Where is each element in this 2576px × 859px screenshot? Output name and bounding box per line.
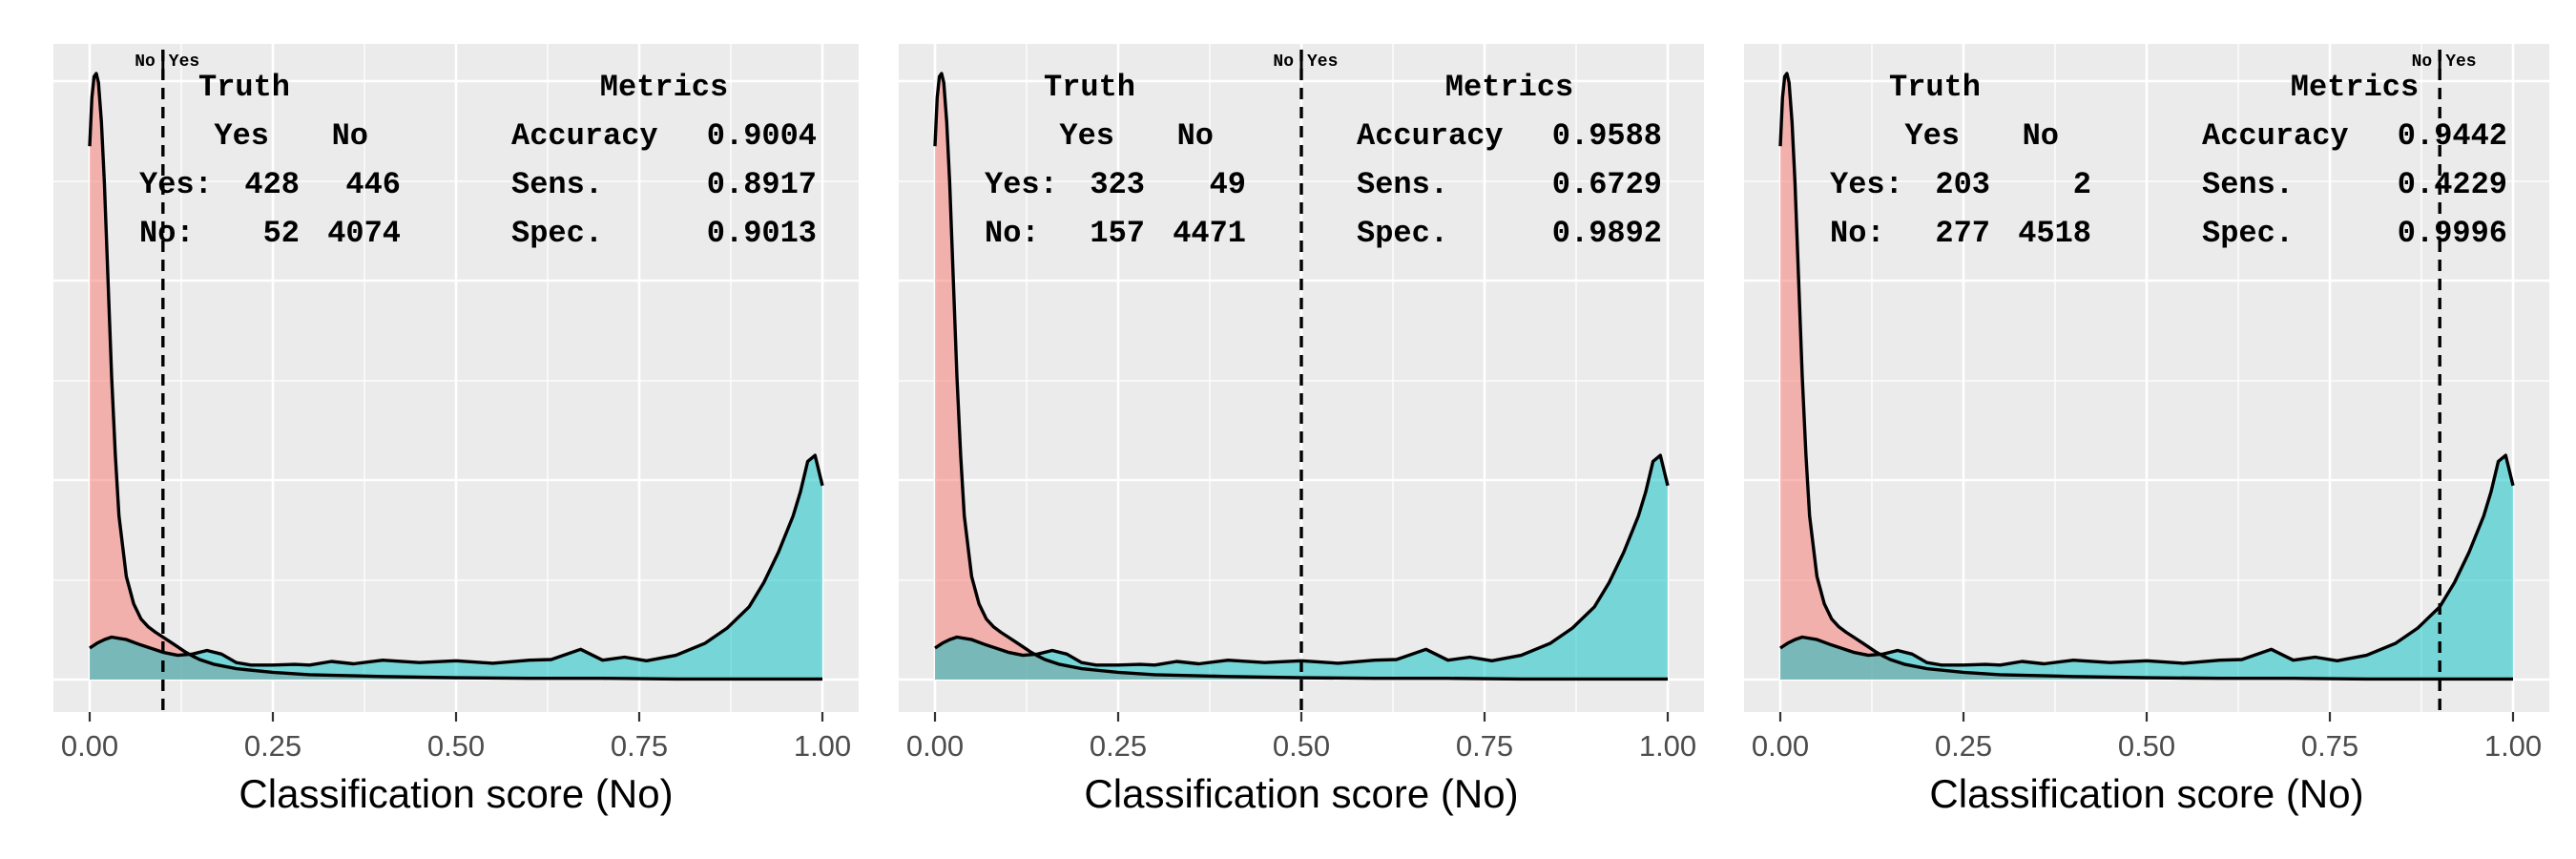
x-tick-label: 0.25 — [1090, 729, 1147, 763]
x-tick-label: 1.00 — [1639, 729, 1696, 763]
confusion-col-yes: Yes — [1059, 118, 1114, 154]
confusion-col-yes: Yes — [214, 118, 269, 154]
confusion-row-label: Yes: — [985, 167, 1058, 202]
panel-2: No Yes Truth Yes No Yes: 323 49 No: 157 4471 Metric… — [899, 44, 1704, 816]
metric-label: Spec. — [1357, 216, 1448, 251]
x-tick-label: 0.75 — [611, 729, 668, 763]
confusion-cell: 157 — [1090, 216, 1145, 251]
confusion-cell: 323 — [1090, 167, 1145, 202]
density-line-yes — [88, 72, 822, 681]
metrics-title: Metrics — [2291, 70, 2419, 105]
x-tick-label: 0.25 — [1935, 729, 1992, 763]
x-axis-title: Classification score (No) — [1929, 771, 2363, 816]
metric-label: Sens. — [2202, 167, 2294, 202]
confusion-row-label: No: — [1830, 216, 1885, 251]
metric-label: Sens. — [1357, 167, 1448, 202]
density-area-no — [1780, 455, 2513, 680]
metric-value: 0.9442 — [2398, 118, 2507, 154]
x-tick-label: 0.50 — [1273, 729, 1330, 763]
x-tick-label: 0.50 — [427, 729, 485, 763]
metric-value: 0.9588 — [1552, 118, 1662, 154]
metric-label: Accuracy — [511, 118, 658, 154]
metrics-title: Metrics — [600, 70, 728, 105]
confusion-cell: 428 — [244, 167, 300, 202]
confusion-row-label: Yes: — [139, 167, 213, 202]
confusion-cell: 2 — [2073, 167, 2091, 202]
x-tick-label: 0.50 — [2118, 729, 2175, 763]
x-axis-title: Classification score (No) — [1084, 771, 1518, 816]
metric-value: 0.9004 — [707, 118, 817, 154]
confusion-col-no: No — [1177, 118, 1214, 154]
metric-label: Accuracy — [1357, 118, 1504, 154]
density-line-no — [1779, 453, 2515, 667]
confusion-col-no: No — [332, 118, 368, 154]
threshold-label-yes: Yes — [2445, 52, 2476, 72]
metric-value: 0.9013 — [707, 216, 817, 251]
confusion-cell: 49 — [1210, 167, 1246, 202]
confusion-cell: 52 — [263, 216, 300, 251]
threshold-label-yes: Yes — [169, 52, 199, 72]
density-area-no — [935, 455, 1668, 680]
density-line-no — [934, 453, 1670, 667]
confusion-row-label: No: — [985, 216, 1040, 251]
confusion-cell: 4074 — [327, 216, 401, 251]
metric-value: 0.9892 — [1552, 216, 1662, 251]
threshold-label-no: No — [135, 52, 156, 72]
x-tick-label: 0.00 — [1752, 729, 1809, 763]
confusion-row-label: No: — [139, 216, 195, 251]
threshold-label-no: No — [2412, 52, 2433, 72]
x-tick-label: 1.00 — [794, 729, 851, 763]
metric-value: 0.6729 — [1552, 167, 1662, 202]
threshold-label-no: No — [1273, 52, 1294, 72]
metric-label: Sens. — [511, 167, 603, 202]
x-tick-label: 0.00 — [906, 729, 964, 763]
density-line-no — [89, 453, 824, 667]
x-tick-label: 0.00 — [61, 729, 118, 763]
confusion-cell: 4471 — [1173, 216, 1246, 251]
x-tick-label: 0.25 — [244, 729, 301, 763]
metrics-title: Metrics — [1445, 70, 1573, 105]
confusion-title: Truth — [1889, 70, 1981, 105]
confusion-cell: 277 — [1935, 216, 1990, 251]
confusion-col-no: No — [2023, 118, 2059, 154]
confusion-cell: 4518 — [2018, 216, 2091, 251]
density-line-yes — [1778, 72, 2513, 681]
metric-value: 0.4229 — [2398, 167, 2507, 202]
x-tick-label: 0.75 — [2301, 729, 2358, 763]
confusion-cell: 203 — [1935, 167, 1990, 202]
confusion-title: Truth — [1044, 70, 1135, 105]
metric-label: Spec. — [511, 216, 603, 251]
confusion-cell: 446 — [345, 167, 401, 202]
confusion-title: Truth — [198, 70, 290, 105]
panel-3: No Yes Truth Yes No Yes: 203 2 No: 277 4518 Metrics… — [1744, 44, 2549, 816]
x-tick-label: 0.75 — [1456, 729, 1513, 763]
metric-value: 0.9996 — [2398, 216, 2507, 251]
x-tick-label: 1.00 — [2484, 729, 2542, 763]
density-line-yes — [933, 72, 1668, 681]
density-area-no — [90, 455, 822, 680]
metric-label: Accuracy — [2202, 118, 2349, 154]
x-axis-title: Classification score (No) — [239, 771, 673, 816]
confusion-col-yes: Yes — [1904, 118, 1960, 154]
metric-label: Spec. — [2202, 216, 2294, 251]
metric-value: 0.8917 — [707, 167, 817, 202]
confusion-row-label: Yes: — [1830, 167, 1903, 202]
threshold-label-yes: Yes — [1307, 52, 1338, 72]
